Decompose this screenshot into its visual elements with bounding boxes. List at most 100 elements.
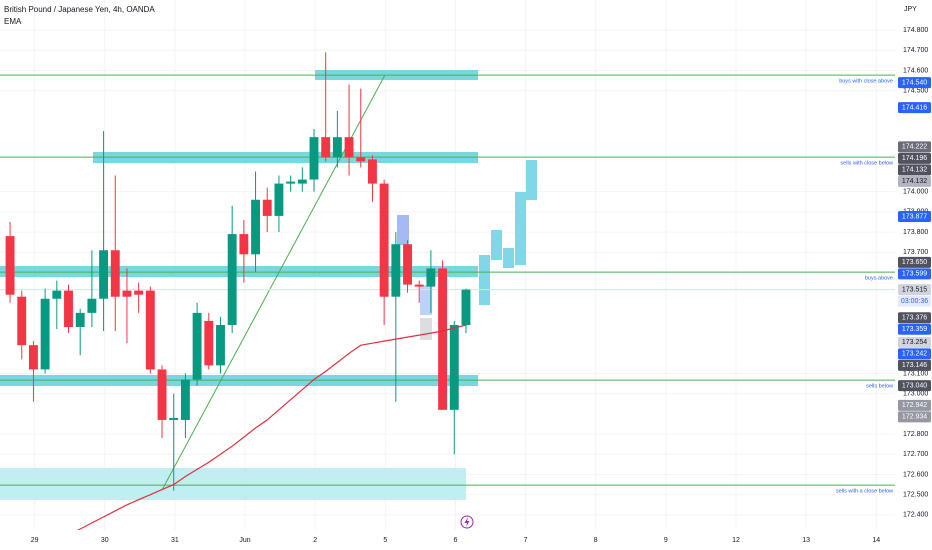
level-label: buys with close above [839,79,893,85]
candle-body [216,324,225,366]
price-badge-label: 173.146 [902,362,927,369]
countdown-badge [898,295,931,307]
y-tick-label: 173.700 [903,249,928,256]
candle-body [309,137,319,180]
price-badge-label: 174.416 [902,105,927,112]
x-tick-label: 29 [31,537,39,544]
zone [0,266,478,277]
candle-body [461,289,471,325]
candle-body [379,183,389,297]
candle-body [368,159,377,184]
candle-body [134,290,144,295]
candle-body [99,250,109,299]
y-tick-label: 174.600 [903,67,928,74]
indicator-label: EMA [4,17,22,26]
candle-body [239,234,249,255]
price-badge-label: 174.196 [902,155,927,162]
candle-body [64,290,73,328]
candle-body [438,268,448,410]
currency-label: JPY [904,6,917,13]
price-badge-label: 173.599 [902,271,927,278]
price-badge-label: 172.942 [902,402,927,409]
candle-body [157,369,167,420]
price-badge [898,256,931,268]
price-badge [898,284,931,296]
price-badge [898,336,931,348]
price-badge [898,323,931,335]
price-badge [898,380,931,392]
price-badge-label: 173.040 [902,382,927,389]
level-label: sells below [866,384,893,390]
y-tick-label: 173.800 [903,229,928,236]
candle-body [227,234,237,325]
y-tick-label: 174.700 [903,47,928,54]
x-tick-label: 7 [524,537,528,544]
level-label: sells with close below [840,161,893,167]
price-badge [898,399,931,411]
price-badge [898,175,931,187]
candle-body [169,417,179,420]
projection-box [515,192,526,265]
grid [0,0,895,530]
candle-body [5,236,15,295]
candle-body [391,244,401,297]
candle-body [28,345,38,370]
candle-body [286,181,296,184]
projection-box [479,255,490,305]
y-tick-label: 172.400 [903,512,928,519]
x-tick-label: 5 [383,537,387,544]
level-label: buys above [865,276,893,282]
candle-body [332,137,342,158]
y-tick-label: 172.600 [903,471,928,478]
price-badge [898,141,931,153]
price-badge-label: 173.877 [902,213,927,220]
x-tick-label: Jun [239,537,250,544]
candle-body [87,298,97,313]
candle-body [426,268,436,287]
candle-body [180,379,190,420]
projection-box [420,285,432,315]
price-badge [898,77,931,89]
candle-body [321,137,331,158]
projection-box [420,318,432,340]
candle-body [414,284,424,287]
candle-body [17,296,27,346]
plot [0,52,895,530]
candle-body [75,312,85,328]
candle-body [192,312,202,380]
x-tick-label: 13 [802,537,810,544]
candle-body [449,324,459,410]
projection-box [526,160,537,200]
y-tick-label: 174.500 [903,88,928,95]
price-badge-label: 173.515 [902,286,927,293]
price-badge-label: 174.132 [902,167,927,174]
price-badge-label: 173.650 [902,259,927,266]
projection-box [491,230,502,260]
price-badge-label: 174.222 [902,144,927,151]
price-badge [898,268,931,280]
axes: 174.800174.700174.600174.500174.000173.9… [31,27,929,544]
candle-body [274,183,284,216]
price-badge [898,411,931,423]
price-badge [898,312,931,324]
replay-icon[interactable] [460,515,474,529]
y-tick-label: 172.800 [903,431,928,438]
price-badge [898,348,931,360]
x-tick-label: 2 [313,537,317,544]
candle-body [262,199,272,216]
price-badge-label: 173.376 [902,315,927,322]
candle-body [251,199,260,255]
price-badge-label: 172.934 [902,414,927,421]
projection-box [397,215,409,245]
zone [0,468,466,500]
y-tick-label: 173.100 [903,370,928,377]
price-badge [898,211,931,223]
y-tick-label: 174.800 [903,27,928,34]
price-badge-label: 174.132 [902,178,927,185]
y-tick-label: 173.000 [903,391,928,398]
candle-body [122,290,132,297]
price-badge [898,164,931,176]
price-badge [898,152,931,164]
ema-line [76,324,467,530]
